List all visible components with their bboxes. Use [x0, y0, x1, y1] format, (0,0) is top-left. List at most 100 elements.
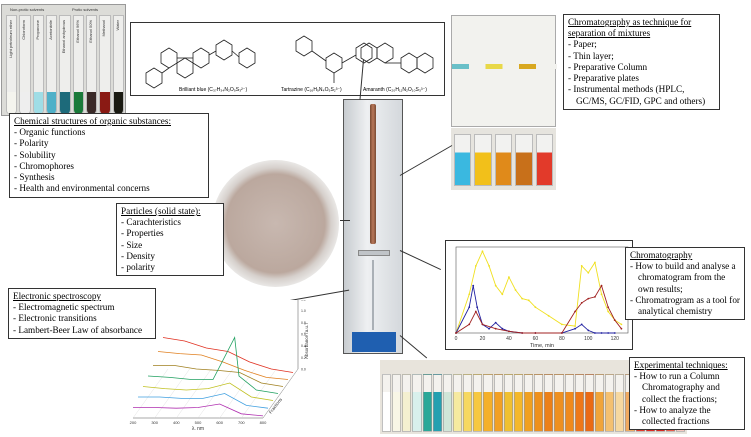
fraction-tube — [473, 374, 483, 432]
chromatogram-tick-label: 40 — [506, 336, 512, 342]
fraction-tube — [422, 374, 432, 432]
amaranth-structure — [360, 42, 434, 74]
solvent-tube-row: Light petroleum ether Chloroform Propanone… — [6, 15, 124, 115]
chromatogram-point — [600, 293, 603, 296]
fraction-tube — [412, 374, 422, 432]
chromatogram-point — [534, 332, 537, 334]
experimental-title: Experimental techniques: — [634, 360, 728, 370]
chromatography-list: How to build and analyse a chromatogram … — [630, 261, 740, 317]
spectra-grid-line — [176, 368, 212, 419]
spectra-y-tick-label: 0.2 — [301, 356, 306, 360]
fraction-tube — [432, 374, 442, 432]
particles-box: Particles (solid state): Carachteristics… — [116, 203, 224, 277]
chromatogram-point — [527, 299, 530, 302]
solvent-liquid — [86, 92, 97, 114]
chromatogram-tick-label: 120 — [611, 336, 620, 342]
chromatography-box: Chromatography How to build and analyse … — [625, 247, 745, 321]
chromatogram-frame — [455, 246, 629, 334]
solvent-tube: Chloroform — [19, 15, 31, 115]
solvent-tube: Water — [112, 15, 124, 115]
chromatogram-plot: 0 20 40 60 80 100 120 Time, min — [445, 240, 633, 350]
solvent-tube: Acetonitrile — [45, 15, 58, 115]
spectra-y-tick-label: 0.8 — [301, 321, 306, 325]
spectra-x-tick-label: 300 — [151, 420, 158, 425]
structure-caption-tartrazine: Tartrazine (C₁₆H₉N₄O₉S₂³⁻) — [281, 87, 342, 93]
chromatogram-point — [594, 261, 596, 264]
chromatogram-point — [620, 327, 623, 330]
particles-item: Carachteristics — [121, 217, 219, 228]
structure-drawings — [145, 35, 434, 89]
chromatogram-point — [494, 327, 497, 330]
spectra-x-tick-label: 800 — [260, 420, 267, 425]
spectra-grid-line — [241, 368, 277, 419]
chromatogram-point — [580, 265, 583, 267]
technique-item: Instrumental methods (HPLC, GC/MS, GC/FI… — [568, 84, 715, 106]
solvent-liquid — [7, 92, 17, 114]
solvent-tube-label: Ethanol anhydrous — [61, 20, 67, 54]
solvent-tube: Methanol — [99, 15, 111, 115]
fraction-tube — [503, 374, 513, 432]
particles-photo — [212, 160, 339, 287]
solvents-header-right: Protic solvents — [72, 7, 99, 12]
chromatogram-point — [468, 293, 471, 296]
fraction-tube — [452, 374, 463, 432]
chromatogram-point — [607, 306, 610, 309]
fraction-tube — [605, 374, 615, 432]
particles-item: Size — [121, 240, 219, 251]
chemical-structures-panel: Brilliant blue (C₃₇H₃₄N₂O₉S₃²⁻) Tartrazi… — [130, 22, 445, 96]
tlc-beaker — [494, 134, 513, 186]
chromatogram-point — [574, 325, 576, 328]
spectra-x-label: λ, nm — [192, 426, 204, 430]
chromatogram-point — [574, 327, 576, 330]
spectra-grid-line — [197, 368, 234, 419]
particles-title: Particles (solid state): — [121, 206, 201, 216]
chromatogram-point — [468, 306, 471, 309]
solvent-liquid — [100, 92, 110, 114]
solvent-tube-label: Ethanol 96% — [74, 20, 80, 43]
chromatogram-point — [594, 332, 596, 334]
spectroscopy-item: Lambert-Beer Law of absorbance — [13, 325, 151, 336]
experimental-box: Experimental techniques: How to run a Co… — [629, 357, 745, 431]
chromatogram-point — [580, 323, 583, 326]
spectra-series-line — [138, 393, 269, 409]
chromatogram-tick-label: 80 — [559, 336, 565, 342]
solvent-liquid — [20, 92, 30, 114]
chromatogram-point — [547, 314, 550, 317]
spectra-grid-line — [154, 368, 190, 419]
chromatogram-point — [560, 332, 563, 334]
spectra-series-line — [157, 351, 289, 380]
spectra-y-label: Absorbance (a.u.) — [304, 323, 308, 359]
chromatogram-point — [508, 330, 510, 333]
particles-item: Properties — [121, 228, 219, 239]
fraction-tube — [554, 374, 564, 432]
chromatogram-point — [472, 284, 475, 287]
chromatogram-point — [501, 327, 504, 330]
solvent-tube-label: Propanone — [34, 20, 40, 40]
chromatogram-point — [474, 310, 477, 313]
tlc-solvent-front — [452, 64, 557, 69]
chromatogram-point — [476, 306, 479, 309]
spectra-x-tick-label: 600 — [216, 420, 223, 425]
tlc-beaker — [454, 134, 472, 186]
organic-item: Polarity — [14, 138, 204, 149]
spectra-x-tick-label: 500 — [195, 420, 202, 425]
solvent-liquid — [60, 92, 70, 114]
solvent-tube: Propanone — [32, 15, 44, 115]
chromatogram-series-line — [455, 285, 615, 334]
solvent-liquid — [73, 92, 83, 114]
column-stopcock — [358, 250, 390, 256]
spectroscopy-box: Electronic spectroscopy Electromagnetic … — [8, 288, 156, 339]
chromatogram-point — [613, 319, 616, 321]
tlc-beaker — [474, 134, 492, 186]
spectra-y-tick-label: 0.6 — [301, 333, 306, 337]
organic-item: Chromophores — [14, 161, 204, 172]
chromatogram-point — [488, 265, 490, 267]
solvents-photo: Non-protic solvents Protic solvents Ligh… — [1, 4, 126, 116]
brilliant-blue-structure — [145, 39, 256, 89]
chromatogram-point — [514, 289, 517, 291]
chromatogram-svg: 0 20 40 60 80 100 120 Time, min — [455, 246, 629, 349]
spectra-x-tick-label: 700 — [238, 420, 245, 425]
chromatogram-point — [481, 323, 484, 326]
solvent-tube-label: Water — [114, 20, 120, 31]
chromatogram-point — [508, 276, 510, 278]
